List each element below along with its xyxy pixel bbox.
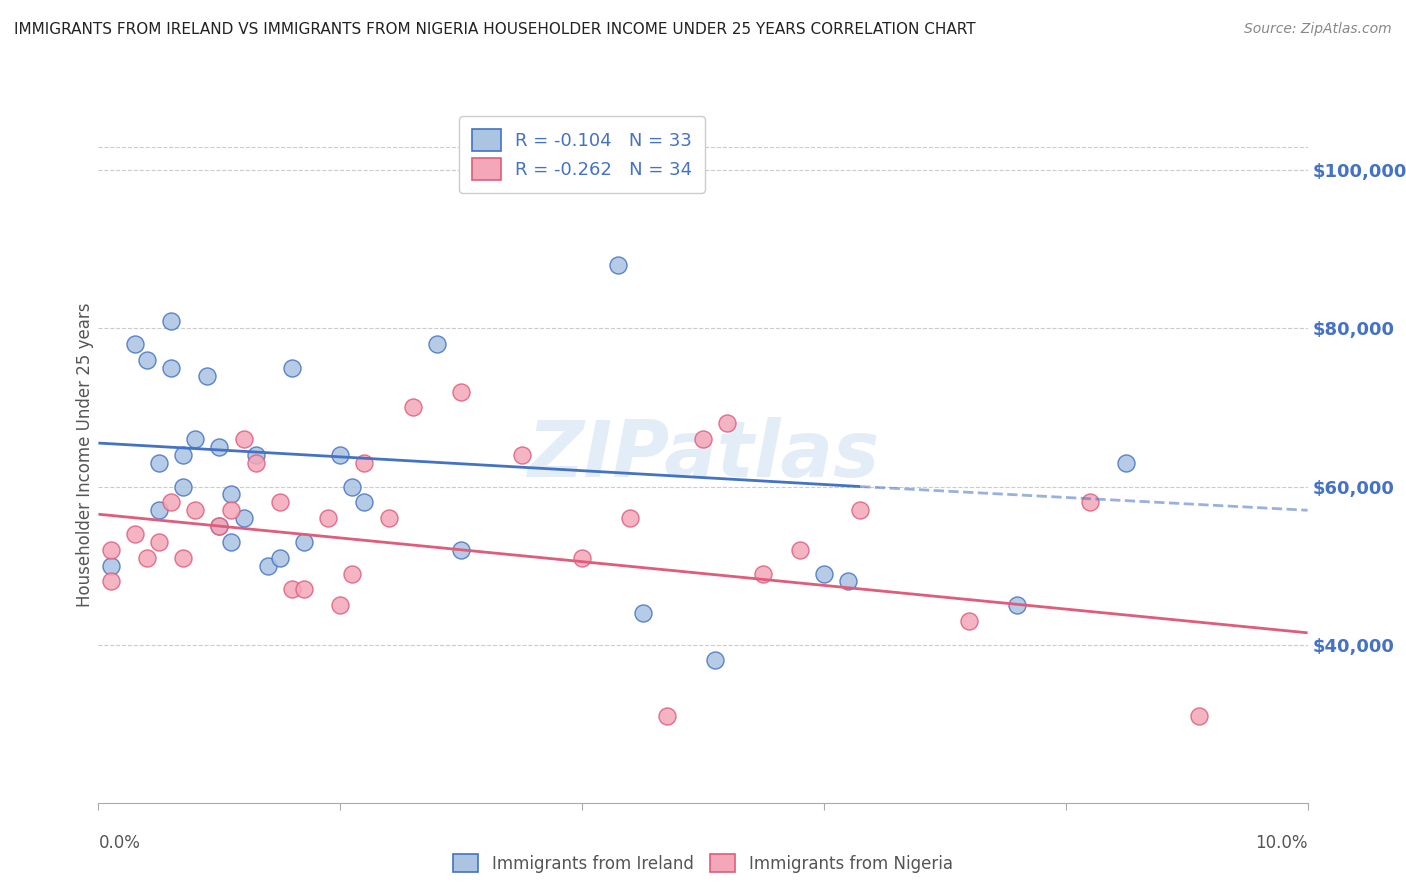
Point bbox=[957, 614, 980, 628]
Point bbox=[172, 448, 194, 462]
Text: 0.0%: 0.0% bbox=[98, 834, 141, 852]
Point bbox=[450, 384, 472, 399]
Point bbox=[148, 503, 170, 517]
Point bbox=[704, 653, 727, 667]
Point bbox=[789, 542, 811, 557]
Point bbox=[135, 550, 157, 565]
Point bbox=[1188, 708, 1211, 723]
Point bbox=[571, 550, 593, 565]
Text: IMMIGRANTS FROM IRELAND VS IMMIGRANTS FROM NIGERIA HOUSEHOLDER INCOME UNDER 25 Y: IMMIGRANTS FROM IRELAND VS IMMIGRANTS FR… bbox=[14, 22, 976, 37]
Point bbox=[160, 313, 183, 327]
Point bbox=[837, 574, 859, 589]
Point bbox=[377, 511, 399, 525]
Point bbox=[184, 432, 207, 446]
Legend: Immigrants from Ireland, Immigrants from Nigeria: Immigrants from Ireland, Immigrants from… bbox=[447, 847, 959, 880]
Point bbox=[510, 448, 533, 462]
Point bbox=[184, 503, 207, 517]
Point bbox=[619, 511, 641, 525]
Point bbox=[426, 337, 449, 351]
Point bbox=[752, 566, 775, 581]
Point bbox=[813, 566, 835, 581]
Point bbox=[124, 337, 146, 351]
Point bbox=[221, 487, 243, 501]
Point bbox=[269, 550, 291, 565]
Text: Source: ZipAtlas.com: Source: ZipAtlas.com bbox=[1244, 22, 1392, 37]
Point bbox=[716, 417, 738, 431]
Point bbox=[100, 558, 122, 573]
Point bbox=[232, 511, 254, 525]
Point bbox=[245, 456, 267, 470]
Point bbox=[221, 503, 243, 517]
Point bbox=[245, 448, 267, 462]
Point bbox=[281, 582, 304, 597]
Point bbox=[692, 432, 714, 446]
Point bbox=[1115, 456, 1137, 470]
Point bbox=[148, 535, 170, 549]
Point bbox=[100, 542, 122, 557]
Point bbox=[148, 456, 170, 470]
Point bbox=[124, 527, 146, 541]
Point bbox=[342, 566, 364, 581]
Point bbox=[292, 582, 315, 597]
Point bbox=[208, 440, 231, 454]
Point bbox=[232, 432, 254, 446]
Point bbox=[353, 456, 375, 470]
Point bbox=[450, 542, 472, 557]
Point bbox=[402, 401, 425, 415]
Point bbox=[353, 495, 375, 509]
Point bbox=[221, 535, 243, 549]
Point bbox=[281, 361, 304, 376]
Point bbox=[1007, 598, 1029, 612]
Point bbox=[342, 479, 364, 493]
Point bbox=[269, 495, 291, 509]
Point bbox=[631, 606, 654, 620]
Point bbox=[195, 368, 218, 383]
Point bbox=[160, 361, 183, 376]
Point bbox=[329, 598, 352, 612]
Point bbox=[607, 258, 630, 272]
Point bbox=[292, 535, 315, 549]
Point bbox=[256, 558, 278, 573]
Point bbox=[135, 353, 157, 368]
Point bbox=[849, 503, 872, 517]
Text: 10.0%: 10.0% bbox=[1256, 834, 1308, 852]
Point bbox=[655, 708, 678, 723]
Point bbox=[1078, 495, 1101, 509]
Point bbox=[208, 519, 231, 533]
Point bbox=[208, 519, 231, 533]
Y-axis label: Householder Income Under 25 years: Householder Income Under 25 years bbox=[76, 302, 94, 607]
Text: ZIPatlas: ZIPatlas bbox=[527, 417, 879, 493]
Point bbox=[172, 550, 194, 565]
Point bbox=[100, 574, 122, 589]
Point bbox=[172, 479, 194, 493]
Point bbox=[329, 448, 352, 462]
Point bbox=[316, 511, 339, 525]
Legend: R = -0.104   N = 33, R = -0.262   N = 34: R = -0.104 N = 33, R = -0.262 N = 34 bbox=[460, 116, 704, 193]
Point bbox=[160, 495, 183, 509]
